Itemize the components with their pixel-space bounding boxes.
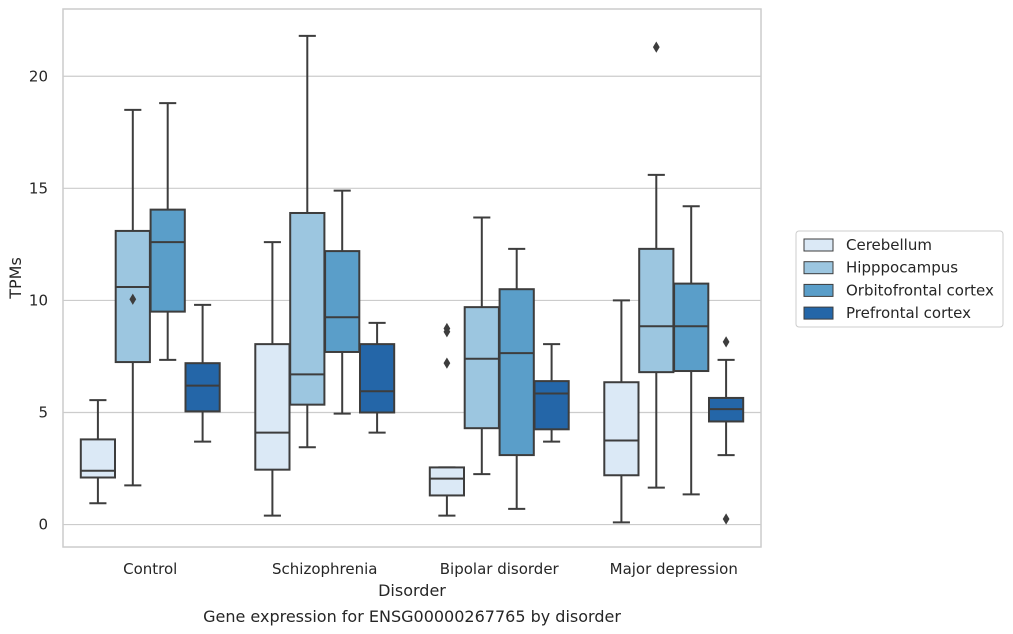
- legend-label-3: Prefrontal cortex: [846, 304, 971, 322]
- x-tick-label: Bipolar disorder: [440, 560, 560, 578]
- box-body: [149, 208, 186, 313]
- box-0-3: [603, 299, 640, 524]
- outlier-point: [129, 293, 137, 305]
- legend-frame: [795, 230, 1004, 328]
- plot-frame: [62, 8, 762, 548]
- box-1-3: [638, 41, 675, 489]
- legend: Cerebellum Hipppocampus Orbitofrontal cort…: [795, 230, 1004, 328]
- box-body: [114, 229, 151, 364]
- y-tick-label: 20: [29, 67, 48, 85]
- box-0-2: [428, 322, 466, 517]
- y-tick-labels: 0 5 10 15 20: [29, 67, 48, 533]
- legend-swatch-2: [803, 283, 834, 297]
- box-body: [254, 343, 291, 471]
- legend-label-1: Hipppocampus: [846, 259, 958, 277]
- outlier-point: [443, 357, 451, 369]
- y-tick-label: 15: [29, 179, 48, 197]
- box-3-3: [707, 336, 745, 525]
- box-2-1: [324, 189, 361, 415]
- box-2-2: [498, 247, 535, 510]
- box-1-0: [114, 108, 151, 487]
- box-1-2: [463, 216, 500, 476]
- box-3-0: [184, 303, 221, 443]
- box-2-3: [673, 205, 710, 496]
- box-0-0: [79, 399, 117, 505]
- box-2-0: [149, 102, 186, 361]
- x-tick-label: Schizophrenia: [272, 560, 377, 578]
- y-axis-label: TPMs: [6, 257, 25, 300]
- x-tick-label: Major depression: [610, 560, 738, 578]
- box-1-1: [289, 34, 326, 449]
- box-body: [324, 250, 361, 353]
- legend-label-2: Orbitofrontal cortex: [846, 281, 994, 299]
- box-3-1: [358, 321, 396, 434]
- outlier-point: [722, 336, 730, 348]
- box-body: [289, 211, 326, 406]
- box-body: [638, 247, 675, 374]
- legend-label-0: Cerebellum: [846, 236, 932, 254]
- x-axis-label: Disorder: [378, 581, 446, 600]
- outlier-point: [443, 322, 451, 335]
- y-tick-label: 10: [29, 291, 48, 309]
- box-body: [673, 282, 710, 373]
- x-tick-labels: Control Schizophrenia Bipolar disorder Majo…: [123, 560, 738, 578]
- chart-title: Gene expression for ENSG00000267765 by d…: [203, 607, 621, 626]
- y-tick-label: 5: [38, 404, 48, 422]
- box-body: [79, 438, 117, 479]
- boxes: [79, 34, 745, 525]
- box-body: [463, 306, 500, 430]
- box-0-1: [254, 241, 291, 517]
- legend-swatch-3: [803, 306, 834, 320]
- outlier-point: [652, 41, 660, 53]
- box-body: [428, 466, 466, 497]
- box-body: [498, 288, 535, 457]
- legend-swatch-1: [803, 261, 834, 275]
- y-tick-label: 0: [38, 516, 48, 534]
- box-body: [533, 380, 570, 431]
- box-body: [358, 343, 396, 414]
- x-tick-label: Control: [123, 560, 177, 578]
- legend-swatch-0: [803, 238, 834, 252]
- outlier-point: [722, 513, 730, 525]
- box-body: [184, 362, 221, 413]
- box-body: [603, 381, 640, 477]
- box-3-2: [533, 343, 570, 443]
